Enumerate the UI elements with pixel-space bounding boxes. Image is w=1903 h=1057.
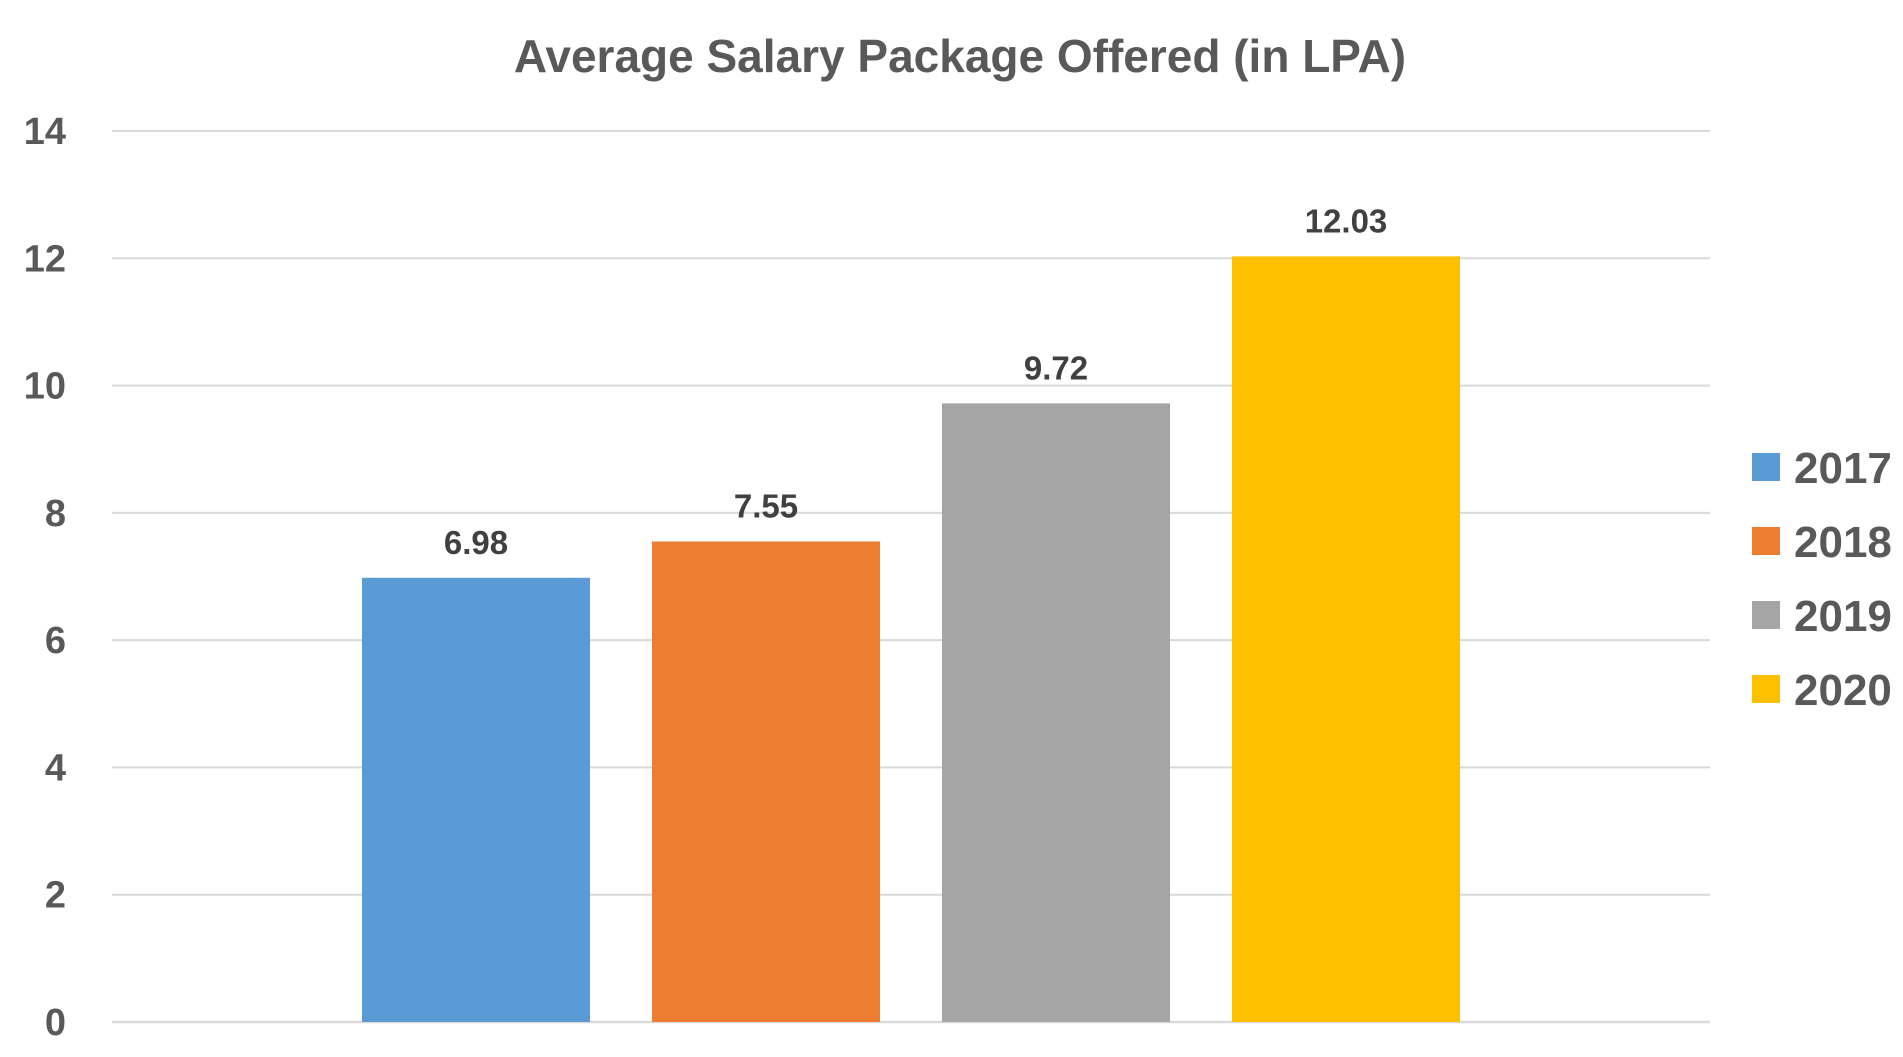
y-tick-label: 14 [24, 111, 66, 153]
data-label-2018: 7.55 [734, 487, 798, 524]
y-tick-label: 4 [45, 747, 66, 789]
legend-swatch-2017 [1752, 453, 1780, 481]
legend-swatch-2020 [1752, 675, 1780, 703]
y-tick-label: 2 [45, 875, 66, 917]
bar-2019 [942, 403, 1170, 1022]
gridlines [112, 130, 1710, 1024]
y-tick-label: 0 [45, 1002, 66, 1044]
data-labels: 6.98 7.55 9.72 12.03 [444, 202, 1387, 560]
legend-label-2020: 2020 [1794, 666, 1892, 715]
chart-title: Average Salary Package Offered (in LPA) [514, 30, 1406, 82]
data-label-2020: 12.03 [1305, 202, 1388, 239]
bar-2017 [362, 577, 590, 1022]
legend: 2017 2018 2019 2020 [1752, 444, 1892, 715]
legend-label-2019: 2019 [1794, 592, 1892, 641]
y-tick-label: 8 [45, 493, 66, 535]
data-label-2017: 6.98 [444, 524, 508, 561]
y-tick-label: 10 [24, 366, 66, 408]
bar-2018 [652, 541, 880, 1022]
legend-swatch-2019 [1752, 601, 1780, 629]
y-axis-ticks: 0 2 4 6 8 10 12 14 [24, 111, 66, 1044]
y-tick-label: 12 [24, 238, 66, 280]
data-label-2019: 9.72 [1024, 349, 1088, 386]
legend-label-2018: 2018 [1794, 518, 1892, 567]
bars [362, 256, 1460, 1022]
legend-label-2017: 2017 [1794, 444, 1892, 493]
legend-swatch-2018 [1752, 527, 1780, 555]
y-tick-label: 6 [45, 620, 66, 662]
bar-2020 [1232, 256, 1460, 1022]
